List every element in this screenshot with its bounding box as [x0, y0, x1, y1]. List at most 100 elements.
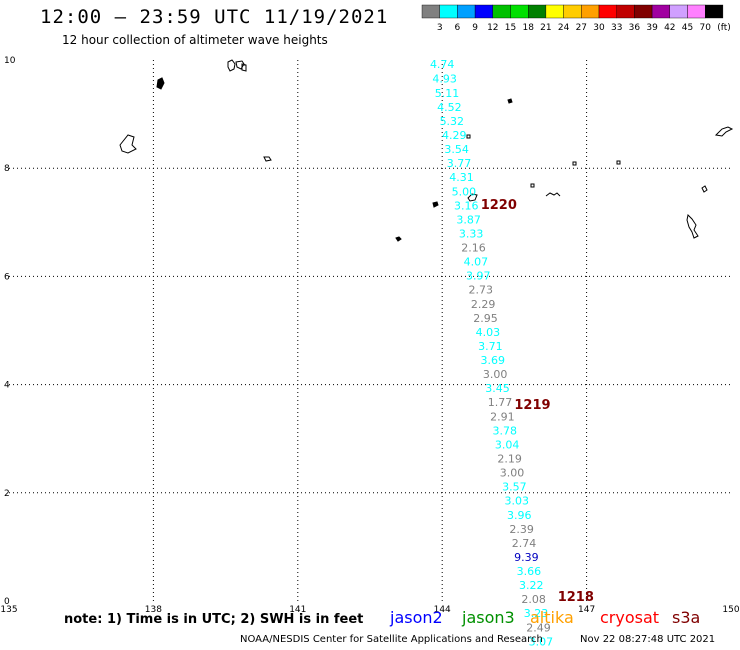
island-outline [572, 161, 577, 166]
swh-value: 3.71 [478, 340, 503, 353]
colorbar: 3 6 9 12 15 18 21 24 27 30 33 36 39 42 45 70 (ft) [421, 4, 731, 33]
longitude-tick-label: 141 [289, 605, 306, 615]
swh-value: 4.74 [430, 58, 455, 71]
colorbar-swatch [705, 4, 724, 19]
pass-time-label: 1218 [558, 590, 594, 605]
longitude-tick-label: 150 [722, 605, 739, 615]
island-outline [263, 156, 272, 162]
swh-value: 4.52 [437, 101, 462, 114]
time-labels: 1220 1219 1218 [481, 198, 594, 605]
island-outline [545, 192, 561, 197]
swh-value: 3.00 [483, 368, 508, 381]
colorbar-swatch [510, 4, 529, 19]
swh-value: 3.22 [519, 579, 544, 592]
colorbar-tick-label: 39 [646, 23, 658, 33]
colorbar-swatch [492, 4, 511, 19]
island-outline [119, 134, 137, 154]
swh-value: 3.57 [502, 481, 527, 494]
graticule [9, 60, 731, 601]
island-outline [686, 213, 699, 239]
swh-value: 4.07 [464, 256, 489, 269]
swh-value: 2.49 [526, 621, 551, 634]
swh-value: 3.96 [507, 509, 532, 522]
colorbar-tick-label: 30 [593, 23, 605, 33]
map-title: 12:00 – 23:59 UTC 11/19/2021 [40, 6, 389, 28]
island-outline [466, 134, 471, 139]
island-outline [395, 236, 402, 242]
colorbar-tick-label: 9 [472, 23, 478, 33]
island-outline [156, 77, 165, 90]
longitude-tick-label: 138 [145, 605, 162, 615]
swh-value: 4.03 [476, 326, 501, 339]
swh-value: 3.04 [495, 438, 520, 451]
colorbar-tick-label: 45 [682, 23, 693, 33]
swh-value: 2.73 [468, 284, 493, 297]
colorbar-tick-label: 6 [455, 23, 461, 33]
colorbar-tick-label: 27 [576, 23, 587, 33]
colorbar-unit: (ft) [717, 23, 731, 33]
swh-value: 3.33 [459, 227, 484, 240]
island-outline [432, 201, 439, 208]
swh-value: 2.74 [512, 537, 537, 550]
colorbar-swatch [421, 4, 440, 19]
latitude-tick-label: 8 [4, 164, 10, 174]
landmasses [119, 59, 734, 242]
swh-value: 4.31 [449, 171, 474, 184]
swh-value: 5.32 [440, 115, 465, 128]
swh-value: 2.08 [521, 593, 546, 606]
island-outline [701, 185, 708, 193]
colorbar-tick-label: 3 [437, 23, 443, 33]
colorbar-tick-label: 70 [699, 23, 711, 33]
colorbar-tick-label: 33 [611, 23, 622, 33]
swh-value: 5.00 [452, 185, 477, 198]
swh-value: 2.16 [461, 242, 486, 255]
map-subtitle: 12 hour collection of altimeter wave hei… [62, 33, 328, 47]
swh-value: 3.69 [480, 354, 505, 367]
colorbar-swatch [651, 4, 670, 19]
swh-value: 5.11 [435, 87, 460, 100]
swh-value: 1.77 [488, 396, 513, 409]
pass-time-label: 1220 [481, 198, 517, 213]
satellite-legend-cryosat: cryosat [600, 608, 660, 627]
swh-value: 3.16 [454, 199, 479, 212]
latitude-tick-label: 6 [4, 272, 10, 282]
swh-value: 3.87 [456, 213, 481, 226]
colorbar-swatch [616, 4, 635, 19]
swh-value: 9.39 [514, 551, 539, 564]
swh-value: 3.78 [493, 424, 518, 437]
island-outline [530, 183, 535, 188]
latitude-tick-label: 2 [4, 489, 10, 499]
colorbar-swatch [439, 4, 458, 19]
swh-value: 3.00 [500, 467, 525, 480]
wave-height-track: 4.74 4.935.114.525.324.293.543.774.315.00… [430, 58, 556, 650]
satellite-legend-jason2: jason2 [390, 608, 443, 627]
colorbar-swatch [545, 4, 564, 19]
colorbar-swatch [528, 4, 547, 19]
swh-value: 2.29 [471, 298, 496, 311]
satellite-legend-s3a: s3a [672, 608, 701, 627]
island-outline [507, 98, 513, 104]
swh-value: 2.39 [509, 523, 534, 536]
latitude-tick-label: 10 [4, 56, 16, 66]
pass-time-label: 1219 [514, 398, 550, 413]
swh-value: 4.93 [432, 73, 457, 86]
colorbar-swatch [581, 4, 600, 19]
swh-value: 4.29 [442, 129, 467, 142]
swh-value: 3.03 [505, 495, 530, 508]
satellite-legend-jason3: jason3 [462, 608, 515, 627]
colorbar-swatch [634, 4, 653, 19]
swh-value: 3.66 [517, 565, 542, 578]
swh-value: 2.91 [490, 410, 515, 423]
colorbar-swatch [474, 4, 494, 19]
swh-value: 3.07 [529, 635, 554, 648]
colorbar-tick-label: 21 [540, 23, 551, 33]
colorbar-tick-label: 18 [522, 23, 534, 33]
colorbar-tick-label: 42 [664, 23, 675, 33]
swh-value: 3.97 [466, 270, 491, 283]
island-outline [467, 193, 478, 202]
latitude-tick-label: 4 [4, 381, 10, 391]
axis-labels: 135 138 141 144 147 150 0 2 4 6 8 10 [0, 56, 739, 615]
colorbar-tick-label: 15 [505, 23, 516, 33]
colorbar-swatch [563, 4, 582, 19]
